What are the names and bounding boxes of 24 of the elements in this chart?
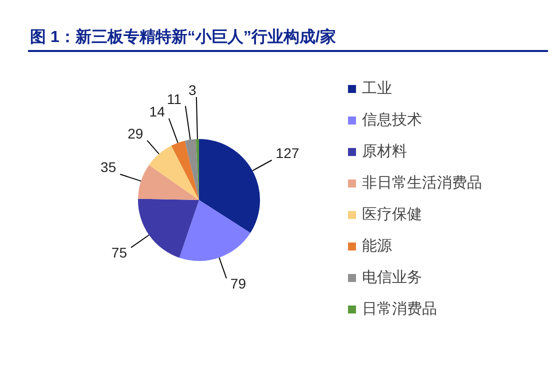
legend-label: 原材料: [362, 143, 407, 160]
data-label: 127: [276, 145, 300, 162]
pie-slice: [184, 139, 199, 200]
legend-label: 工业: [362, 80, 392, 97]
data-label: 79: [230, 275, 246, 292]
legend-label: 日常消费品: [362, 300, 437, 318]
legend-label: 非日常生活消费品: [362, 174, 482, 192]
data-label: 35: [100, 159, 116, 176]
data-label: 11: [166, 90, 182, 107]
legend-label: 能源: [362, 238, 392, 254]
data-label: 29: [128, 125, 144, 142]
pie-slice: [138, 198, 199, 258]
pie-slice: [179, 200, 250, 261]
data-label: 14: [149, 103, 166, 120]
data-label: 3: [188, 82, 196, 98]
pie-slice: [138, 165, 199, 200]
legend-label: 电信业务: [362, 269, 422, 286]
legend-label: 信息技术: [362, 112, 422, 128]
pie-slice: [199, 139, 260, 233]
pie-slice: [171, 140, 199, 200]
legend-label: 医疗保健: [362, 206, 422, 223]
pie-slice: [149, 146, 199, 200]
data-label: 75: [111, 244, 128, 261]
chart-title: 图 1：新三板专精特新“小巨人”行业构成/家: [30, 27, 336, 46]
